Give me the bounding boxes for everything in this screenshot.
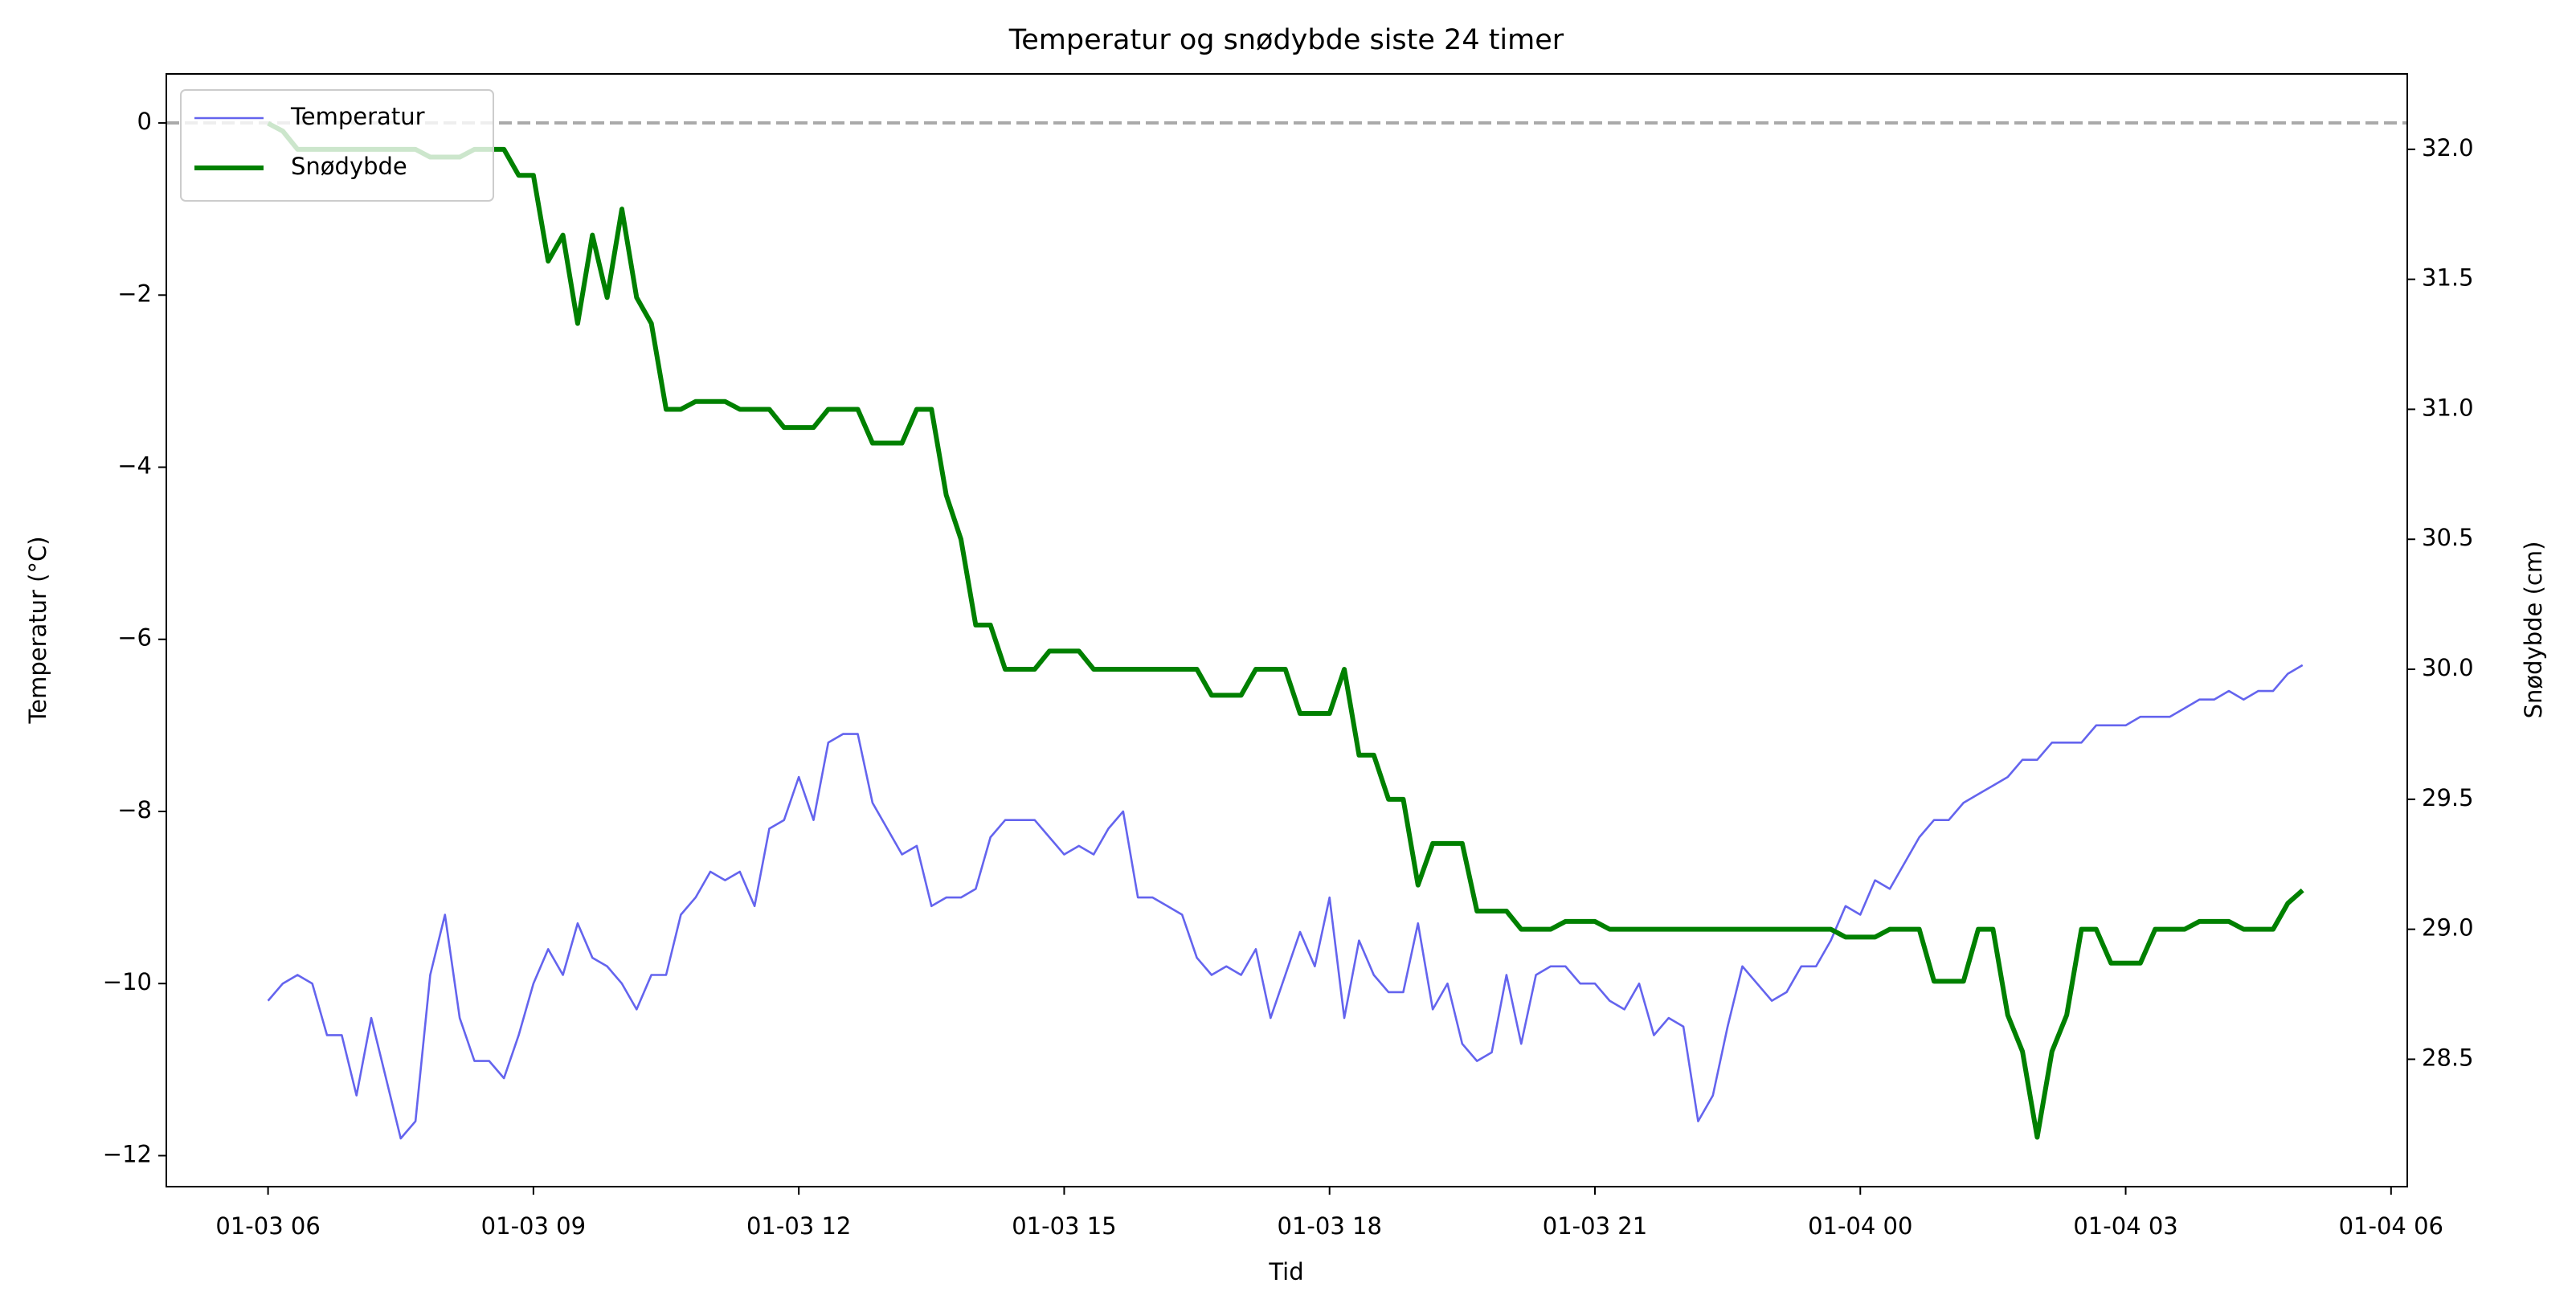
y-tick-label: −12 bbox=[103, 1140, 152, 1167]
y2-tick-label: 31.5 bbox=[2422, 264, 2474, 292]
y-axis-label: Temperatur (°C) bbox=[24, 536, 51, 724]
x-tick-label: 01-04 03 bbox=[2073, 1212, 2177, 1240]
y2-tick-label: 29.0 bbox=[2422, 914, 2474, 942]
y2-tick-label: 28.5 bbox=[2422, 1044, 2474, 1071]
x-tick-label: 01-03 21 bbox=[1543, 1212, 1647, 1240]
y-tick-label: −4 bbox=[117, 452, 152, 480]
legend-label: Temperatur bbox=[290, 103, 425, 130]
plot-frame bbox=[166, 73, 2408, 1187]
x-tick-label: 01-04 00 bbox=[1808, 1212, 1912, 1240]
x-tick-label: 01-04 06 bbox=[2339, 1212, 2443, 1240]
y2-tick-label: 30.0 bbox=[2422, 654, 2474, 681]
y2-tick-label: 29.5 bbox=[2422, 784, 2474, 811]
x-tick-label: 01-03 12 bbox=[746, 1212, 851, 1240]
y2-tick-label: 32.0 bbox=[2422, 134, 2474, 161]
x-tick-label: 01-03 09 bbox=[481, 1212, 586, 1240]
chart-title: Temperatur og snødybde siste 24 timer bbox=[1008, 24, 1564, 56]
series-line bbox=[267, 664, 2304, 1140]
x-axis-label: Tid bbox=[1268, 1258, 1303, 1285]
x-tick-label: 01-03 18 bbox=[1278, 1212, 1382, 1240]
y2-axis-label: Snødybde (cm) bbox=[2520, 542, 2547, 719]
y2-tick-label: 30.5 bbox=[2422, 524, 2474, 551]
y-tick-label: −2 bbox=[117, 280, 152, 307]
y-tick-label: 0 bbox=[137, 108, 152, 135]
x-tick-label: 01-03 15 bbox=[1012, 1212, 1116, 1240]
y-tick-label: −10 bbox=[103, 968, 152, 995]
legend-label: Snødybde bbox=[291, 153, 407, 180]
y-tick-label: −8 bbox=[117, 796, 152, 824]
series-line bbox=[267, 121, 2304, 1140]
y2-tick-label: 31.0 bbox=[2422, 394, 2474, 421]
x-tick-label: 01-03 06 bbox=[215, 1212, 320, 1240]
y-tick-label: −6 bbox=[117, 624, 152, 652]
